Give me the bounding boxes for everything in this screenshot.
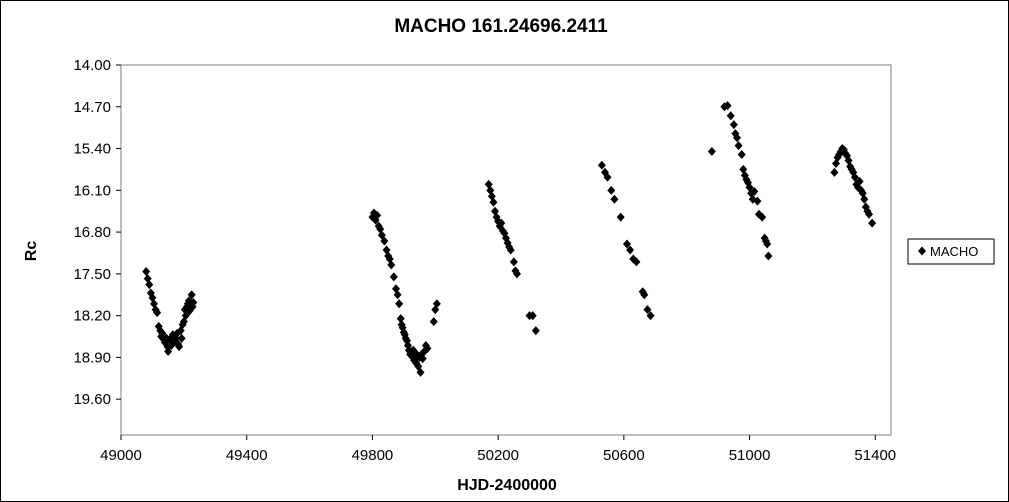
legend: MACHO	[907, 238, 995, 265]
chart-title: MACHO 161.24696.2411	[394, 16, 608, 37]
x-tick-label: 50200	[477, 447, 519, 464]
data-point	[509, 257, 518, 267]
data-point	[432, 299, 441, 309]
data-point	[723, 101, 732, 111]
data-point	[626, 245, 635, 255]
legend-label: MACHO	[930, 244, 978, 259]
y-tick-label: 15.40	[73, 141, 111, 158]
data-point	[497, 218, 506, 228]
data-point	[616, 212, 625, 222]
data-point	[646, 311, 655, 321]
x-tick-label: 49000	[100, 447, 142, 464]
data-point	[623, 239, 631, 249]
data-point	[393, 290, 402, 300]
data-point	[865, 209, 873, 219]
data-point	[632, 257, 641, 267]
data-point	[416, 367, 425, 377]
data-point	[729, 120, 738, 130]
data-point	[373, 210, 382, 220]
data-point	[145, 280, 154, 290]
data-point	[489, 197, 498, 207]
data-point	[395, 299, 404, 309]
data-point	[855, 176, 864, 186]
data-point	[640, 290, 649, 300]
y-tick-label: 19.60	[73, 391, 111, 408]
y-tick-label: 14.70	[73, 99, 111, 116]
data-point	[387, 260, 396, 270]
data-point	[396, 314, 405, 324]
data-point	[753, 196, 762, 206]
y-tick-label: 16.80	[73, 224, 111, 241]
data-point	[733, 133, 741, 143]
data-point	[505, 242, 514, 252]
data-point	[189, 298, 198, 308]
y-axis: 14.00 14.70 15.40 16.10 16.80 17.50 18.20 18.90…	[73, 57, 121, 408]
data-point	[380, 236, 389, 246]
data-point	[707, 147, 716, 157]
data-point	[726, 111, 735, 121]
data-point	[763, 239, 772, 249]
data-point	[177, 333, 186, 343]
data-point	[737, 150, 746, 160]
data-point	[181, 311, 190, 321]
y-tick-label: 18.90	[73, 349, 111, 366]
data-point	[158, 329, 167, 339]
data-point	[830, 167, 839, 177]
data-point	[758, 212, 767, 222]
y-tick-label: 18.20	[73, 308, 111, 325]
data-point	[423, 343, 432, 353]
plot-area	[120, 64, 892, 436]
data-point	[603, 172, 612, 182]
data-point	[164, 346, 173, 356]
data-point	[528, 311, 537, 321]
x-tick-label: 50600	[603, 447, 645, 464]
data-point	[643, 305, 652, 315]
data-point	[734, 141, 743, 151]
data-point	[868, 218, 877, 228]
y-tick-label: 16.10	[73, 182, 111, 199]
data-point	[513, 269, 521, 279]
data-point	[750, 187, 759, 197]
data-point	[187, 290, 196, 300]
data-point	[142, 266, 151, 276]
x-axis-title: HJD-2400000	[457, 477, 557, 494]
data-point	[418, 354, 427, 364]
data-point	[597, 160, 606, 170]
x-tick-label: 51000	[729, 447, 771, 464]
data-point	[389, 272, 398, 282]
legend-marker-diamond-icon	[918, 246, 926, 256]
data-point	[764, 251, 773, 261]
data-point	[531, 326, 540, 336]
x-tick-label: 49800	[352, 447, 394, 464]
x-tick-label: 49400	[226, 447, 268, 464]
data-point	[607, 185, 616, 195]
y-tick-label: 14.00	[73, 57, 111, 74]
x-axis: 49000 49400 49800 50200 50600 51000 51400	[100, 435, 896, 464]
data-point	[153, 308, 162, 318]
data-point	[506, 245, 515, 255]
data-point	[850, 172, 859, 182]
data-point	[429, 317, 438, 327]
data-points	[142, 101, 877, 377]
y-tick-label: 17.50	[73, 266, 111, 283]
data-point	[860, 194, 869, 204]
data-point	[175, 342, 184, 352]
data-point	[610, 194, 619, 204]
y-axis-title: Rc	[23, 241, 40, 262]
x-tick-label: 51400	[854, 447, 896, 464]
